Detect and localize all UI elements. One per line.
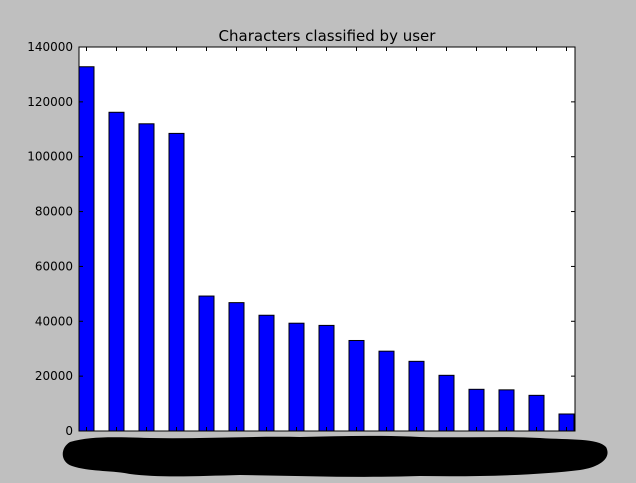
chart-title: Characters classified by user xyxy=(219,27,437,45)
bar xyxy=(528,394,545,432)
bar xyxy=(468,388,485,432)
y-tick-label: 100000 xyxy=(27,150,73,164)
y-tick-label: 60000 xyxy=(35,259,73,273)
redaction-blob-extra xyxy=(96,450,145,470)
y-tick-label: 40000 xyxy=(35,314,73,328)
bar xyxy=(438,374,455,432)
x-tick-labels-redaction xyxy=(62,435,608,477)
bar xyxy=(348,339,365,432)
bar xyxy=(108,111,125,432)
bar xyxy=(378,350,395,432)
bar xyxy=(168,132,185,432)
bar xyxy=(288,322,305,432)
bar xyxy=(198,295,215,432)
plot-area: 0 20000 40000 60000 80000 100000 120000 140000 xyxy=(27,40,576,438)
y-tick-label: 80000 xyxy=(35,205,73,219)
bar xyxy=(228,302,245,432)
y-tick-label: 0 xyxy=(65,424,73,438)
bar xyxy=(138,123,155,432)
bar xyxy=(408,360,425,432)
y-tick-label: 20000 xyxy=(35,369,73,383)
y-tick-label: 140000 xyxy=(27,40,73,54)
redaction-blob xyxy=(62,435,608,477)
bar xyxy=(258,314,275,432)
bar xyxy=(498,389,515,432)
y-tick-label: 120000 xyxy=(27,95,73,109)
bar xyxy=(318,324,335,432)
